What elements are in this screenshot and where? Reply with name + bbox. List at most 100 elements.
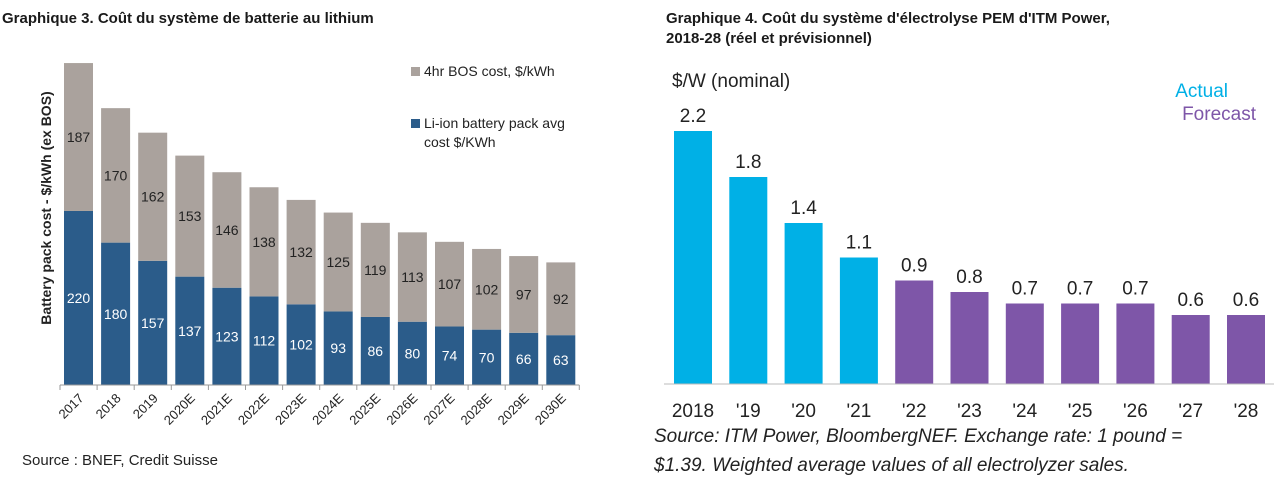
- legend-label-battery-pack-line1: Li-ion battery pack avg: [424, 115, 565, 131]
- bos-cost-value-label: 125: [327, 254, 351, 270]
- legend-label-forecast: Forecast: [1182, 104, 1257, 125]
- electrolysis-chart-source-line2: $1.39. Weighted average values of all el…: [654, 455, 1129, 476]
- electrolysis-cost-bar: [1005, 303, 1044, 384]
- bos-cost-bar: [509, 256, 539, 333]
- bos-cost-bar: [175, 155, 205, 277]
- battery-chart-panel: Graphique 3. Coût du système de batterie…: [0, 0, 640, 485]
- bos-cost-value-label: 146: [215, 222, 239, 238]
- battery-x-tick-label: 2026E: [383, 390, 420, 427]
- battery-chart-title: Graphique 3. Coût du système de batterie…: [2, 10, 374, 27]
- battery-y-axis-label: Battery pack cost - $/kWh (ex BOS): [38, 91, 54, 324]
- electrolysis-x-tick-label: '19: [736, 401, 761, 422]
- battery-pack-value-label: 157: [141, 315, 165, 331]
- battery-x-tick-label: 2021E: [198, 390, 235, 427]
- electrolysis-cost-bar: [950, 292, 989, 384]
- electrolysis-chart-title-line2: 2018-28 (réel et prévisionnel): [666, 30, 872, 47]
- battery-pack-bar: [286, 304, 316, 385]
- battery-x-tick-label: 2022E: [235, 390, 272, 427]
- battery-pack-bar: [175, 276, 205, 385]
- electrolysis-value-label: 1.8: [735, 152, 761, 173]
- bos-cost-value-label: 138: [252, 234, 276, 250]
- electrolysis-cost-bar: [784, 223, 823, 384]
- battery-pack-bar: [138, 260, 168, 385]
- electrolysis-unit-label: $/W (nominal): [672, 71, 790, 92]
- battery-x-tick-label: 2017: [56, 391, 87, 422]
- battery-pack-value-label: 70: [479, 349, 495, 365]
- legend-swatch-bos: [411, 67, 420, 76]
- battery-pack-bar: [435, 326, 464, 385]
- battery-pack-value-label: 66: [516, 351, 532, 367]
- electrolysis-x-tick-label: '23: [957, 401, 982, 422]
- bos-cost-bar: [397, 232, 427, 322]
- bos-cost-value-label: 170: [104, 167, 128, 183]
- battery-pack-value-label: 112: [253, 333, 276, 349]
- electrolysis-value-label: 2.2: [680, 106, 706, 127]
- battery-pack-bar: [472, 329, 502, 385]
- bos-cost-value-label: 113: [401, 269, 424, 285]
- electrolysis-value-label: 0.6: [1177, 290, 1203, 311]
- battery-pack-bar: [397, 321, 427, 385]
- bos-cost-value-label: 107: [438, 276, 462, 292]
- electrolysis-cost-bar: [1171, 315, 1210, 384]
- bos-cost-bar: [435, 241, 464, 327]
- legend-swatch-battery-pack: [411, 119, 420, 128]
- bos-cost-value-label: 162: [141, 189, 165, 205]
- battery-x-tick-label: 2025E: [346, 390, 383, 427]
- battery-pack-value-label: 220: [67, 290, 91, 306]
- battery-pack-bar: [64, 210, 93, 385]
- battery-pack-value-label: 102: [289, 337, 313, 353]
- electrolysis-chart-svg: $/W (nominal) 2.2 2018 1.8 '19 1.4 '20 1.1 '21 0.…: [664, 71, 1274, 422]
- battery-pack-bar: [249, 296, 279, 385]
- electrolysis-x-tick-label: 2018: [672, 401, 714, 422]
- electrolysis-x-tick-label: '28: [1234, 401, 1259, 422]
- electrolysis-cost-bar: [1061, 303, 1100, 384]
- battery-pack-value-label: 86: [368, 343, 384, 359]
- electrolysis-x-tick-label: '26: [1123, 401, 1148, 422]
- battery-pack-value-label: 93: [330, 340, 346, 356]
- battery-x-tick-label: 2027E: [420, 390, 457, 427]
- battery-x-tick-label: 2028E: [458, 390, 495, 427]
- battery-pack-bar: [360, 316, 390, 385]
- battery-x-tick-label: 2019: [130, 391, 161, 422]
- battery-x-tick-label: 2024E: [309, 390, 346, 427]
- battery-pack-bar: [546, 335, 576, 385]
- electrolysis-value-label: 0.7: [1067, 279, 1093, 300]
- electrolysis-x-tick-label: '20: [791, 401, 816, 422]
- electrolysis-x-tick-label: '25: [1068, 401, 1093, 422]
- battery-pack-value-label: 137: [178, 323, 202, 339]
- bos-cost-value-label: 92: [553, 291, 569, 307]
- electrolysis-chart-title-line1: Graphique 4. Coût du système d'électroly…: [666, 10, 1110, 27]
- bos-cost-value-label: 153: [178, 208, 202, 224]
- bos-cost-bar: [249, 187, 279, 297]
- electrolysis-cost-bar: [674, 131, 712, 384]
- battery-pack-bar: [101, 242, 131, 385]
- bos-cost-bar: [138, 132, 168, 261]
- battery-chart-source: Source : BNEF, Credit Suisse: [22, 452, 218, 469]
- battery-x-tick-label: 2023E: [272, 390, 309, 427]
- electrolysis-cost-bar: [839, 257, 878, 384]
- electrolysis-x-tick-label: '27: [1178, 401, 1203, 422]
- battery-x-tick-label: 2030E: [532, 390, 569, 427]
- electrolysis-cost-bar: [895, 280, 934, 384]
- battery-x-tick-label: 2029E: [495, 390, 532, 427]
- battery-pack-bar: [212, 287, 242, 385]
- electrolysis-x-tick-label: '22: [902, 401, 927, 422]
- bos-cost-bar: [64, 63, 93, 211]
- battery-pack-value-label: 123: [215, 328, 239, 344]
- battery-pack-bar: [323, 311, 353, 385]
- battery-pack-bar: [509, 332, 539, 385]
- bos-cost-value-label: 102: [475, 281, 499, 297]
- electrolysis-value-label: 0.9: [901, 256, 927, 277]
- bos-cost-value-label: 97: [516, 286, 532, 302]
- battery-pack-value-label: 180: [104, 306, 128, 322]
- legend-label-battery-pack-line2: cost $/KWh: [424, 134, 496, 150]
- bos-cost-bar: [472, 248, 502, 330]
- electrolysis-value-label: 1.1: [846, 233, 872, 254]
- battery-pack-value-label: 80: [405, 345, 421, 361]
- bos-cost-bar: [360, 222, 390, 317]
- bos-cost-value-label: 132: [289, 244, 313, 260]
- battery-chart-svg: Battery pack cost - $/kWh (ex BOS) 220 187…: [38, 63, 580, 428]
- bos-cost-value-label: 187: [67, 129, 91, 145]
- bos-cost-bar: [546, 262, 576, 336]
- electrolysis-cost-bar: [1116, 303, 1155, 384]
